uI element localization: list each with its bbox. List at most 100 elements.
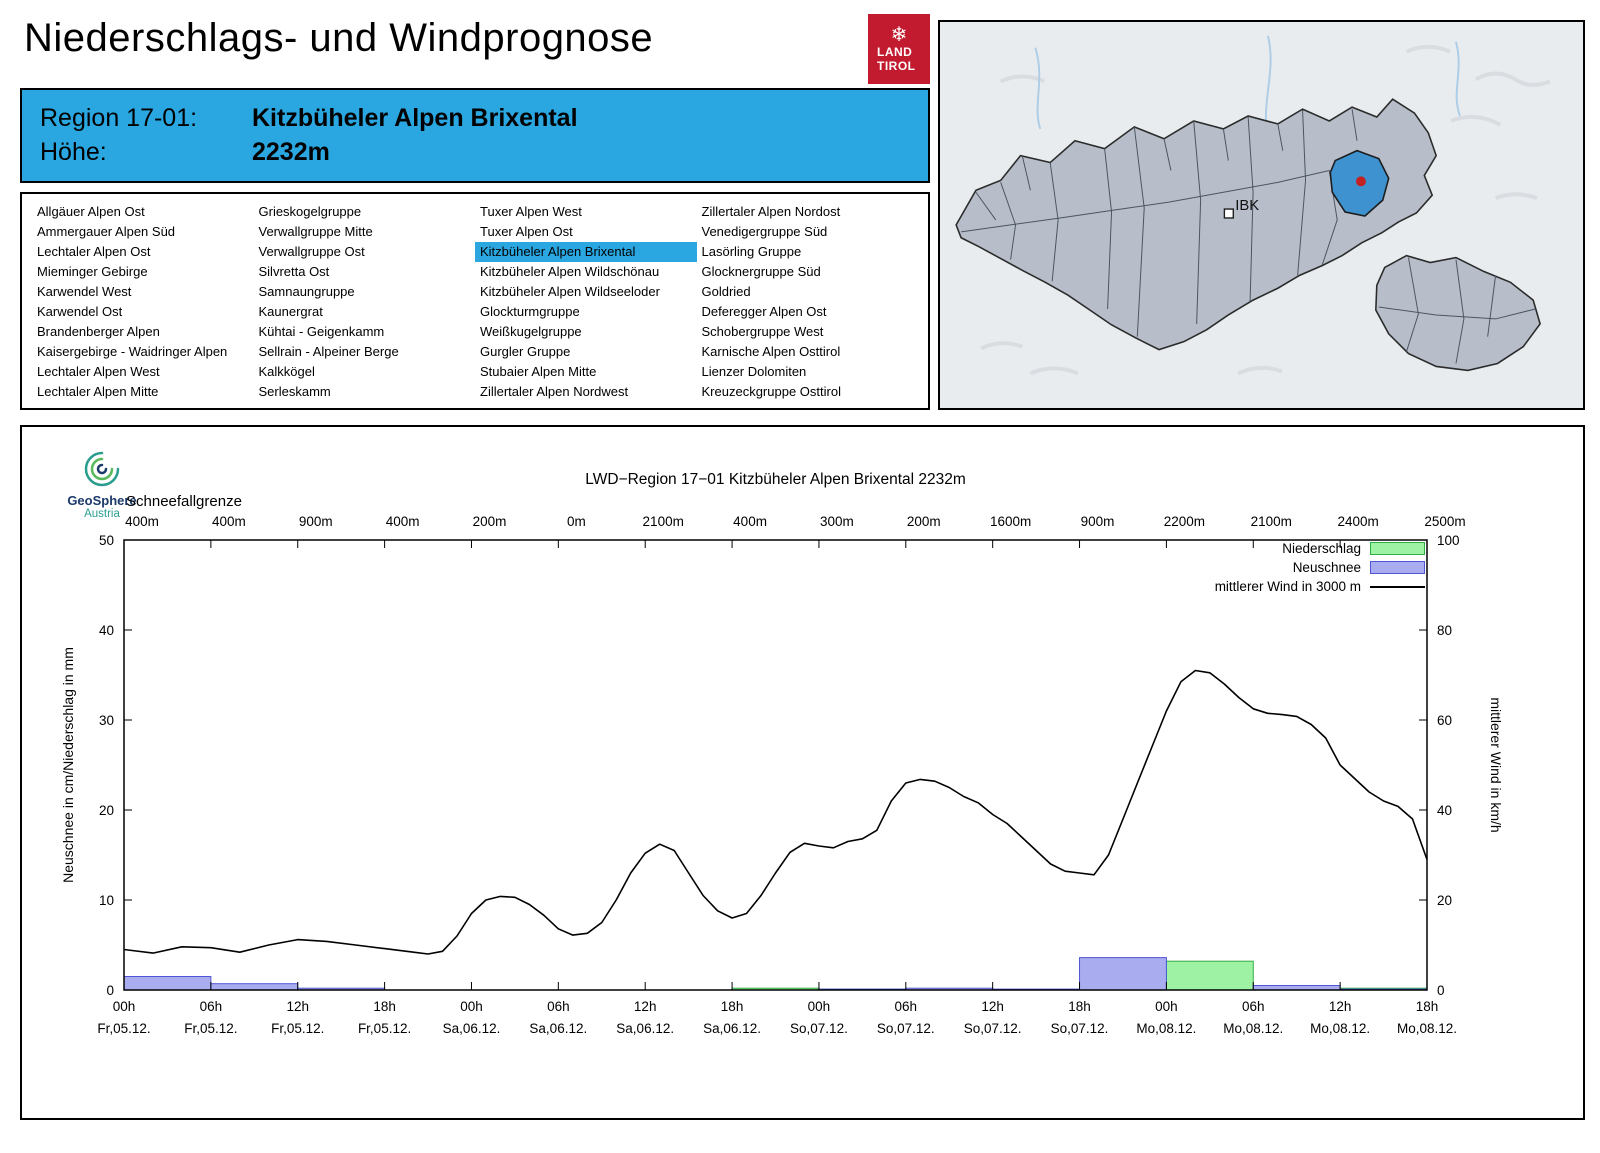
tirol-map-svg: IBK	[941, 22, 1582, 408]
east-tirol-shape[interactable]	[1375, 254, 1541, 372]
region-item[interactable]: Gurgler Gruppe	[480, 344, 571, 359]
region-label: Region 17-01:	[40, 104, 198, 133]
region-item[interactable]: Kitzbüheler Alpen Wildschönau	[480, 264, 660, 279]
geosphere-logo: GeoSphere Austria	[50, 449, 154, 521]
x-date-label: Fr,05.12.	[358, 1021, 411, 1036]
region-item[interactable]: Tuxer Alpen Ost	[480, 224, 573, 239]
region-item[interactable]: Schobergruppe West	[701, 324, 824, 339]
ibk-label: IBK	[1235, 198, 1259, 214]
snowline-label: Schneefallgrenze	[126, 493, 242, 510]
snowline-value: 2100m	[1251, 514, 1292, 529]
plot-border	[123, 539, 1428, 991]
y-left-tick-label: 30	[99, 713, 114, 728]
tirol-map[interactable]: IBK	[938, 20, 1585, 410]
x-tick-label: 18h	[1416, 999, 1439, 1014]
x-date-label: Fr,05.12.	[184, 1021, 237, 1036]
region-item[interactable]: Lechtaler Alpen Ost	[37, 244, 151, 259]
snowline-value: 1600m	[990, 514, 1031, 529]
region-item[interactable]: Ammergauer Alpen Süd	[37, 224, 176, 239]
region-item[interactable]: Tuxer Alpen West	[480, 204, 582, 219]
x-tick-label: 06h	[200, 999, 223, 1014]
region-list-column: Tuxer Alpen West Tuxer Alpen Ost Kitzbühel…	[475, 202, 697, 400]
snowline-value: 2500m	[1424, 514, 1465, 529]
snowline-value: 2400m	[1337, 514, 1378, 529]
y-axis-right-label: mittlerer Wind in km/h	[1488, 697, 1504, 833]
region-item[interactable]: Lienzer Dolomiten	[701, 364, 807, 379]
x-tick-label: 06h	[1242, 999, 1265, 1014]
legend-label: mittlerer Wind in 3000 m	[1214, 579, 1361, 594]
region-item[interactable]: Sellrain - Alpeiner Berge	[258, 344, 399, 359]
geosphere-sub: Austria	[84, 508, 120, 520]
region-item[interactable]: Mieminger Gebirge	[37, 264, 148, 279]
region-item[interactable]: Karwendel West	[37, 284, 132, 299]
x-tick-label: 18h	[1068, 999, 1091, 1014]
legend-item: Niederschlag	[1215, 541, 1425, 556]
y-left-tick-label: 50	[99, 533, 114, 548]
legend-item: Neuschnee	[1215, 560, 1425, 575]
logo-line1: LAND	[877, 45, 913, 59]
region-item[interactable]: Weißkugelgruppe	[480, 324, 582, 339]
region-item[interactable]: Serleskamm	[258, 384, 331, 399]
x-date-label: So,07.12.	[877, 1021, 935, 1036]
region-item[interactable]: Lasörling Gruppe	[701, 244, 802, 259]
region-item[interactable]: Silvretta Ost	[258, 264, 330, 279]
region-item[interactable]: Verwallgruppe Ost	[258, 244, 365, 259]
north-tirol-shape[interactable]	[955, 98, 1438, 351]
chart-title: LWD−Region 17−01 Kitzbüheler Alpen Brixe…	[585, 471, 966, 488]
y-right-tick-label: 60	[1437, 713, 1452, 728]
region-item[interactable]: Goldried	[701, 284, 751, 299]
region-item[interactable]: Kitzbüheler Alpen Wildseeloder	[480, 284, 660, 299]
snowline-value: 200m	[473, 514, 507, 529]
region-item[interactable]: Karnische Alpen Osttirol	[701, 344, 841, 359]
region-item-selected[interactable]: Kitzbüheler Alpen Brixental	[475, 242, 697, 262]
region-item[interactable]: Zillertaler Alpen Nordost	[701, 204, 841, 219]
snowline-value: 0m	[567, 514, 586, 529]
region-item[interactable]: Brandenberger Alpen	[37, 324, 160, 339]
wind-line	[123, 669, 1428, 955]
y-left-tick-label: 40	[99, 623, 114, 638]
y-left-tick-label: 20	[99, 803, 114, 818]
region-item[interactable]: Kaunergrat	[258, 304, 323, 319]
snow-bar	[1079, 957, 1167, 991]
x-tick-label: 06h	[895, 999, 918, 1014]
snowline-value: 2200m	[1164, 514, 1205, 529]
region-item[interactable]: Kalkkögel	[258, 364, 315, 379]
region-item[interactable]: Verwallgruppe Mitte	[258, 224, 373, 239]
page-title: Niederschlags- und Windprognose	[24, 16, 654, 60]
region-item[interactable]: Glocknergruppe Süd	[701, 264, 821, 279]
x-date-label: Sa,06.12.	[529, 1021, 587, 1036]
region-item[interactable]: Kühtai - Geigenkamm	[258, 324, 385, 339]
region-item[interactable]: Glockturmgruppe	[480, 304, 580, 319]
x-tick-label: 00h	[808, 999, 831, 1014]
region-item[interactable]: Zillertaler Alpen Nordwest	[480, 384, 629, 399]
region-list-column: Allgäuer Alpen Ost Ammergauer Alpen Süd Le…	[32, 202, 254, 400]
x-date-label: Mo,08.12.	[1310, 1021, 1370, 1036]
x-date-label: Fr,05.12.	[97, 1021, 150, 1036]
region-item[interactable]: Karwendel Ost	[37, 304, 123, 319]
region-item[interactable]: Venedigergruppe Süd	[701, 224, 828, 239]
region-item[interactable]: Grieskogelgruppe	[258, 204, 362, 219]
region-list-column: Grieskogelgruppe Verwallgruppe Mitte Verwa…	[254, 202, 476, 400]
altitude-value: 2232m	[252, 137, 330, 166]
legend-line-sample	[1370, 585, 1425, 588]
land-tirol-logo: ❄ LAND TIROL	[868, 14, 930, 84]
region-item[interactable]: Stubaier Alpen Mitte	[480, 364, 597, 379]
region-item[interactable]: Kreuzeckgruppe Osttirol	[701, 384, 841, 399]
region-item[interactable]: Lechtaler Alpen Mitte	[37, 384, 159, 399]
snowline-value: 400m	[125, 514, 159, 529]
x-date-label: So,07.12.	[964, 1021, 1022, 1036]
x-tick-label: 12h	[634, 999, 657, 1014]
y-left-tick-label: 10	[99, 893, 114, 908]
region-item[interactable]: Kaisergebirge - Waidringer Alpen	[37, 344, 228, 359]
y-right-tick-label: 20	[1437, 893, 1452, 908]
snowline-value: 2100m	[643, 514, 684, 529]
geosphere-spiral-icon	[84, 451, 120, 487]
region-item[interactable]: Samnaungruppe	[258, 284, 355, 299]
region-item[interactable]: Allgäuer Alpen Ost	[37, 204, 145, 219]
legend-label: Neuschnee	[1292, 560, 1361, 575]
region-item[interactable]: Lechtaler Alpen West	[37, 364, 160, 379]
x-tick-label: 18h	[373, 999, 396, 1014]
y-axis-left-label: Neuschnee in cm/Niederschlag in mm	[60, 647, 76, 883]
region-item[interactable]: Deferegger Alpen Ost	[701, 304, 827, 319]
x-tick-label: 00h	[460, 999, 483, 1014]
